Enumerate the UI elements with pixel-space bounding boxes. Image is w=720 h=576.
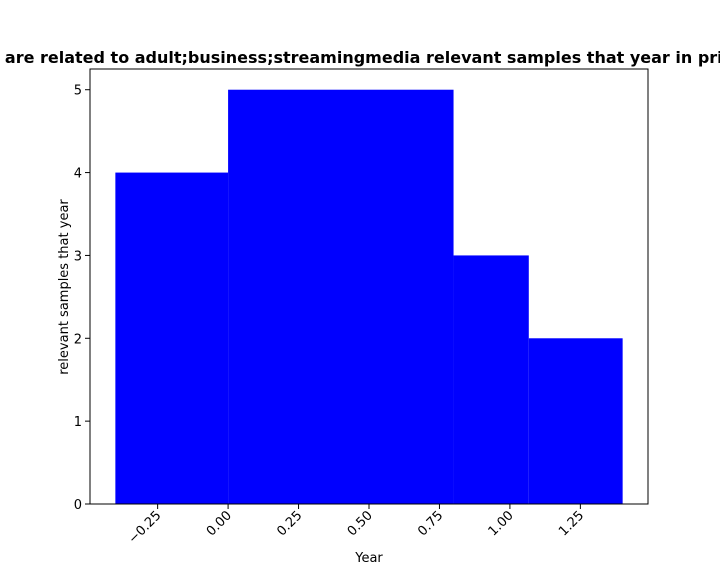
bar-3 [528,338,623,504]
x-tick-label: 0.00 [204,508,235,539]
y-tick-label: 0 [74,498,82,513]
y-axis-label: relevant samples that year [57,199,72,375]
bar-2 [453,255,529,504]
bar-0 [115,172,229,505]
x-tick-label: −0.25 [126,508,165,547]
x-axis-ticks: −0.25 0.00 0.25 0.50 0.75 1.00 1.25 [126,504,587,547]
bars-group [115,89,623,505]
y-tick-label: 4 [74,167,82,182]
chart-title: are related to adult;business;streamingm… [5,48,720,67]
y-tick-label: 5 [74,84,82,99]
bar-1 [228,89,454,504]
x-tick-label: 1.00 [486,508,517,539]
x-tick-label: 0.25 [274,508,305,539]
y-tick-label: 3 [74,249,82,264]
x-tick-label: 1.25 [556,508,587,539]
y-axis-ticks: 0 1 2 3 4 5 [74,84,90,513]
x-tick-label: 0.50 [345,508,376,539]
y-tick-label: 2 [74,332,82,347]
y-tick-label: 1 [74,415,82,430]
x-tick-label: 0.75 [415,508,446,539]
x-axis-label: Year [354,551,383,566]
